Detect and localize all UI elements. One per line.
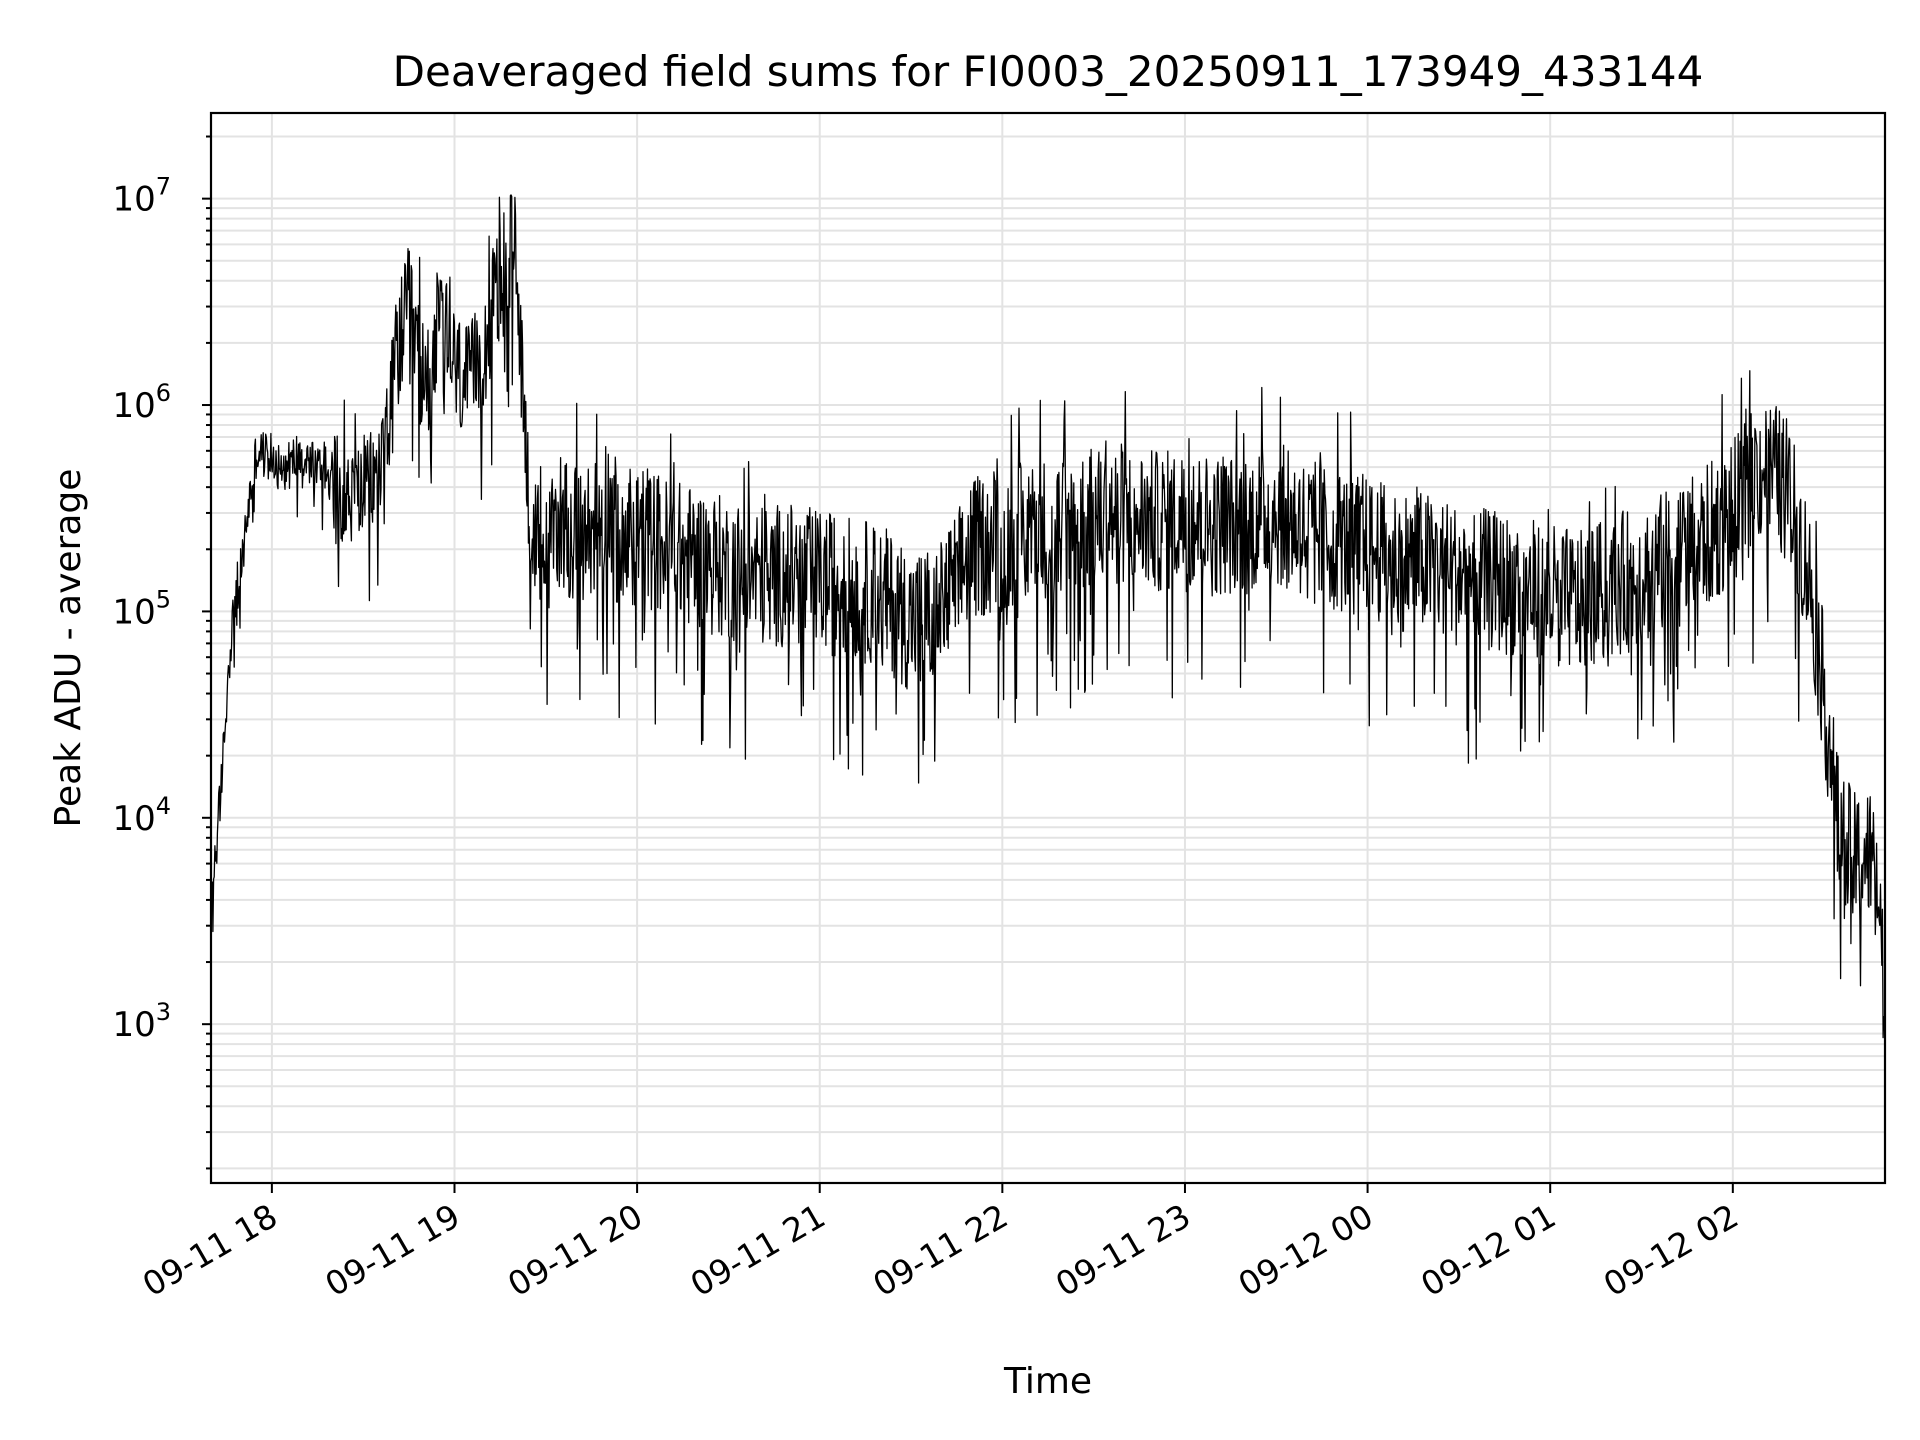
chart-title: Deaveraged field sums for FI0003_2025091… [393,47,1704,96]
y-tick-label: 104 [112,792,171,839]
y-tick-label: 106 [112,379,171,426]
y-tick-label: 103 [112,998,171,1045]
series-line [210,194,1886,1039]
x-tick-label: 09-12 00 [1232,1196,1380,1304]
y-axis-label: Peak ADU - average [48,469,89,828]
x-axis-label: Time [1003,1361,1092,1402]
y-tick-label: 107 [112,173,171,220]
x-tick-label: 09-11 22 [866,1196,1014,1304]
x-tick-label: 09-11 21 [684,1196,832,1304]
plot-area-frame [209,111,1887,1185]
x-tick-label: 09-11 20 [501,1196,649,1304]
x-tick-label: 09-12 02 [1597,1196,1745,1304]
x-tick-label: 09-11 23 [1049,1196,1197,1304]
x-tick-label: 09-12 01 [1414,1196,1562,1304]
y-tick-label: 105 [112,585,171,632]
series-layer [210,194,1886,1039]
x-tick-label: 09-11 19 [318,1196,466,1304]
x-tick-label: 09-11 18 [136,1196,284,1304]
